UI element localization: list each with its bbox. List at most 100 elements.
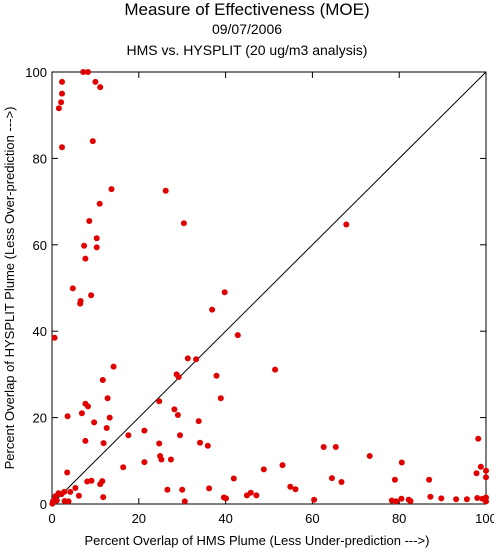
data-point bbox=[65, 498, 72, 505]
data-point bbox=[343, 221, 350, 228]
data-point bbox=[53, 497, 60, 504]
diagonal-line bbox=[51, 71, 487, 505]
data-point bbox=[141, 427, 148, 434]
data-point bbox=[106, 414, 113, 421]
data-point bbox=[86, 218, 93, 224]
y-tick-label: 60 bbox=[33, 238, 47, 253]
data-point bbox=[391, 476, 398, 483]
data-point bbox=[120, 464, 127, 471]
data-point bbox=[177, 432, 183, 439]
data-point bbox=[234, 332, 241, 339]
data-point bbox=[167, 456, 174, 463]
data-point bbox=[81, 242, 88, 249]
data-point bbox=[93, 244, 100, 251]
data-point bbox=[125, 432, 132, 439]
data-point bbox=[88, 477, 95, 484]
plot-area bbox=[51, 71, 487, 505]
y-axis: 0 20 40 60 80 100 bbox=[25, 65, 486, 512]
x-tick-label: 40 bbox=[218, 511, 232, 526]
data-point bbox=[110, 363, 117, 370]
data-point bbox=[93, 235, 100, 242]
data-point bbox=[477, 463, 484, 470]
data-point bbox=[279, 462, 286, 469]
data-point bbox=[58, 99, 65, 106]
data-point bbox=[85, 403, 91, 410]
x-tick-label: 20 bbox=[132, 511, 146, 526]
data-point bbox=[438, 495, 445, 502]
chart-date: 09/07/2006 bbox=[211, 21, 283, 37]
data-point bbox=[61, 488, 68, 495]
y-tick-label: 40 bbox=[33, 324, 47, 339]
data-point bbox=[197, 439, 203, 446]
data-point bbox=[89, 138, 96, 145]
data-point bbox=[426, 476, 433, 483]
data-point bbox=[311, 496, 318, 503]
data-point bbox=[64, 469, 71, 476]
data-point bbox=[156, 440, 163, 447]
data-point bbox=[175, 374, 182, 380]
data-point bbox=[100, 440, 107, 447]
data-point bbox=[82, 255, 89, 262]
data-point bbox=[483, 498, 489, 505]
data-points bbox=[49, 69, 489, 507]
data-point bbox=[162, 187, 169, 194]
data-point bbox=[184, 355, 191, 362]
data-point bbox=[483, 474, 489, 481]
data-point bbox=[366, 453, 373, 459]
y-tick-label: 80 bbox=[33, 151, 47, 166]
data-point bbox=[474, 495, 481, 501]
data-point bbox=[473, 470, 480, 477]
data-point bbox=[141, 459, 148, 466]
y-tick-label: 100 bbox=[25, 65, 47, 80]
y-axis-label: Percent Overlap of HYSPLIT Plume (Less O… bbox=[2, 107, 17, 470]
data-point bbox=[195, 418, 202, 425]
data-point bbox=[213, 372, 220, 379]
data-point bbox=[96, 200, 103, 207]
data-point bbox=[92, 78, 99, 85]
data-point bbox=[179, 486, 186, 493]
data-point bbox=[85, 69, 91, 75]
data-point bbox=[332, 444, 339, 450]
data-point bbox=[463, 496, 470, 503]
data-point bbox=[91, 419, 98, 426]
data-point bbox=[80, 69, 87, 75]
data-point bbox=[206, 485, 213, 492]
data-point bbox=[483, 467, 489, 474]
data-point bbox=[158, 456, 165, 463]
data-point bbox=[243, 492, 250, 499]
data-point bbox=[88, 292, 95, 299]
data-point bbox=[55, 105, 62, 112]
x-tick-label: 80 bbox=[392, 511, 406, 526]
data-point bbox=[64, 413, 71, 420]
data-point bbox=[407, 498, 414, 504]
data-point bbox=[393, 498, 400, 505]
data-point bbox=[156, 398, 163, 405]
y-tick-label: 20 bbox=[33, 411, 47, 426]
x-axis-label: Percent Overlap of HMS Plume (Less Under… bbox=[85, 533, 430, 548]
data-point bbox=[193, 356, 200, 363]
x-axis: 0 20 40 60 80 100 bbox=[48, 72, 494, 526]
data-point bbox=[49, 500, 56, 507]
data-point bbox=[77, 300, 84, 307]
data-point bbox=[99, 377, 106, 383]
data-point bbox=[320, 444, 327, 450]
x-tick-label: 0 bbox=[48, 511, 55, 526]
data-point bbox=[78, 410, 85, 417]
data-point bbox=[217, 395, 224, 402]
x-tick-label: 60 bbox=[305, 511, 319, 526]
data-point bbox=[223, 495, 229, 502]
data-point bbox=[59, 90, 65, 97]
chart-title: Measure of Effectiveness (MOE) bbox=[124, 0, 370, 19]
data-point bbox=[75, 492, 82, 499]
data-point bbox=[204, 442, 211, 449]
data-point bbox=[82, 437, 89, 444]
data-point bbox=[180, 220, 187, 227]
data-point bbox=[260, 466, 267, 473]
data-point bbox=[398, 459, 405, 466]
data-point bbox=[398, 495, 405, 502]
chart-subtitle: HMS vs. HYSPLIT (20 ug/m3 analysis) bbox=[126, 42, 368, 58]
data-point bbox=[475, 435, 482, 442]
data-point bbox=[174, 412, 181, 418]
data-point bbox=[108, 186, 115, 193]
